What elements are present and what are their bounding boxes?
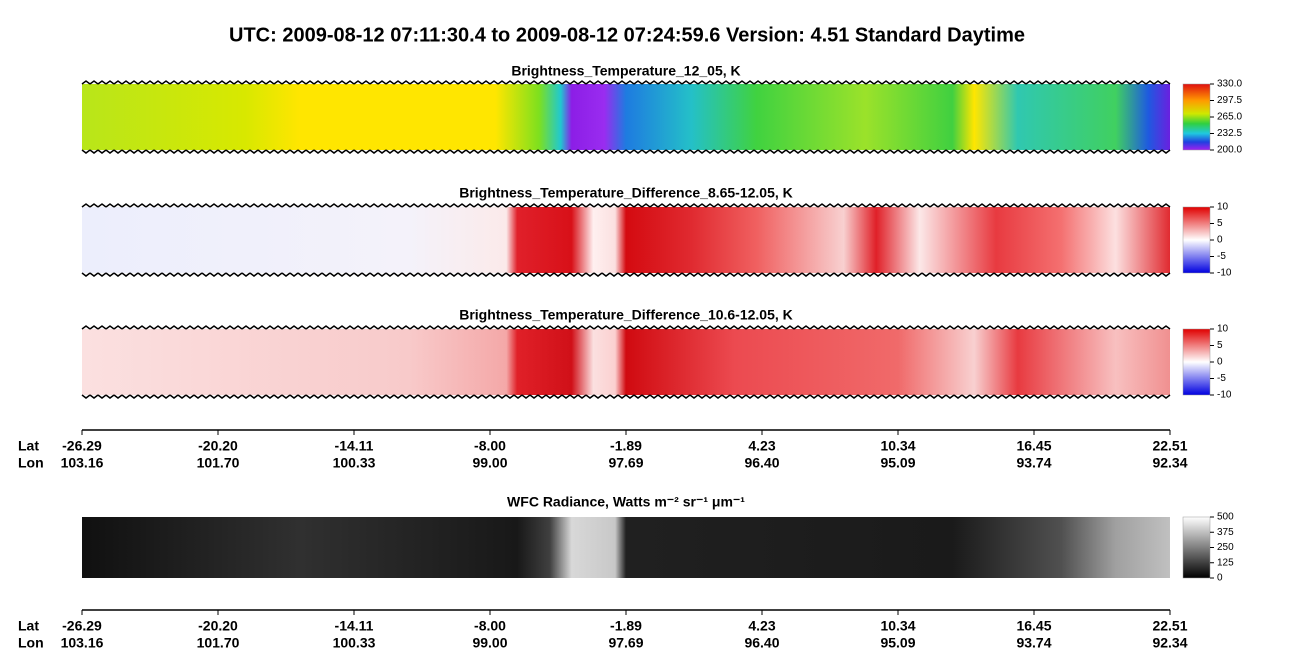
axis-label: -1.89 (610, 618, 642, 634)
colorbar-label: 0 (1217, 357, 1223, 368)
axis-label: 10.34 (880, 618, 915, 634)
axis-label: 22.51 (1152, 618, 1187, 634)
panel-title: Brightness_Temperature_Difference_10.6-1… (459, 307, 793, 323)
axis-label: 101.70 (197, 635, 240, 651)
colorbar-label: 10 (1217, 324, 1229, 335)
axis-label: 100.33 (333, 635, 376, 651)
axis-label: 92.34 (1152, 635, 1187, 651)
axis-label: -20.20 (198, 438, 238, 454)
axis-label: -26.29 (62, 438, 102, 454)
axis-label: 93.74 (1016, 635, 1051, 651)
colorbar-label: 297.5 (1217, 95, 1242, 106)
panel-title: Brightness_Temperature_Difference_8.65-1… (459, 185, 793, 201)
image-strip (82, 84, 1170, 150)
axis-label: 93.74 (1016, 455, 1051, 471)
axis-label: 95.09 (880, 635, 915, 651)
axis-label: 92.34 (1152, 455, 1187, 471)
axis-label: 22.51 (1152, 438, 1187, 454)
axis-label: -26.29 (62, 618, 102, 634)
colorbar-label: 330.0 (1217, 79, 1242, 90)
image-strip (82, 329, 1170, 395)
colorbar-label: 125 (1217, 557, 1234, 568)
row-label: Lat (18, 618, 39, 634)
colorbar-label: -5 (1217, 251, 1226, 262)
colorbar (1182, 328, 1211, 396)
axis-label: 103.16 (61, 455, 104, 471)
strip-edge (81, 325, 1171, 399)
image-strip (82, 207, 1170, 273)
strip-edge (81, 80, 1171, 154)
colorbar-label: 265.0 (1217, 112, 1242, 123)
colorbar (1182, 516, 1211, 579)
panel-title: WFC Radiance, Watts m⁻² sr⁻¹ μm⁻¹ (507, 494, 745, 510)
colorbar-label: 5 (1217, 340, 1223, 351)
row-label: Lon (18, 455, 44, 471)
axis-label: -14.11 (335, 438, 374, 454)
axis-label: -14.11 (335, 618, 374, 634)
axis-label: 103.16 (61, 635, 104, 651)
axis-label: 101.70 (197, 455, 240, 471)
axis-label: 97.69 (608, 635, 643, 651)
colorbar-label: 500 (1217, 512, 1234, 523)
axis-label: 100.33 (333, 455, 376, 471)
axis-label: 4.23 (748, 618, 775, 634)
colorbar-label: 0 (1217, 235, 1223, 246)
row-label: Lat (18, 438, 39, 454)
axis-label: -8.00 (474, 618, 506, 634)
axis-label: -20.20 (198, 618, 238, 634)
colorbar-label: 232.5 (1217, 128, 1242, 139)
axis-label: 16.45 (1016, 618, 1051, 634)
axis-label: 99.00 (472, 455, 507, 471)
colorbar-label: 200.0 (1217, 145, 1242, 156)
axis-label: 97.69 (608, 455, 643, 471)
figure-title: UTC: 2009-08-12 07:11:30.4 to 2009-08-12… (229, 24, 1025, 46)
colorbar-label: -10 (1217, 390, 1232, 401)
image-strip (82, 517, 1170, 578)
colorbar-label: -10 (1217, 268, 1232, 279)
axis-label: -1.89 (610, 438, 642, 454)
colorbar-label: 375 (1217, 527, 1234, 538)
axis-label: 96.40 (744, 455, 779, 471)
colorbar-label: -5 (1217, 373, 1226, 384)
colorbar-label: 0 (1217, 573, 1223, 584)
row-label: Lon (18, 635, 44, 651)
colorbar-label: 5 (1217, 218, 1223, 229)
colorbar-label: 10 (1217, 202, 1229, 213)
axis-label: 96.40 (744, 635, 779, 651)
axis-label: 16.45 (1016, 438, 1051, 454)
colorbar (1182, 206, 1211, 274)
axis-label: 99.00 (472, 635, 507, 651)
panel-title: Brightness_Temperature_12_05, K (511, 63, 740, 79)
colorbar (1182, 83, 1211, 151)
strip-edge (81, 203, 1171, 277)
axis-label: 10.34 (880, 438, 915, 454)
colorbar-label: 250 (1217, 542, 1234, 553)
axis-label: 4.23 (748, 438, 775, 454)
axis-label: 95.09 (880, 455, 915, 471)
axis-label: -8.00 (474, 438, 506, 454)
